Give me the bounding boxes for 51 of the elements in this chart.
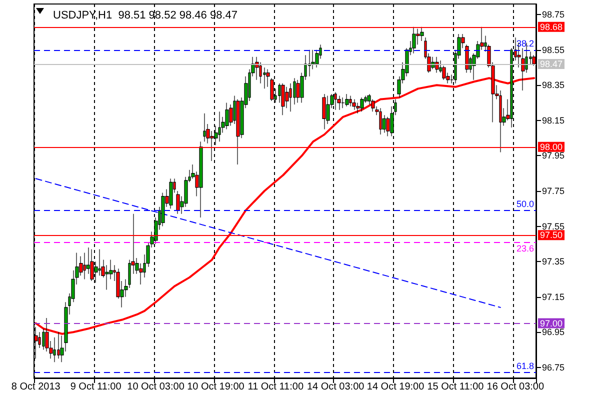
candlestick: [352, 98, 356, 110]
candlestick: [308, 50, 311, 77]
ref-line-label: 98.47: [540, 58, 563, 69]
ref-line-label: 97.50: [540, 230, 563, 240]
x-tick-label: 8 Oct 2013: [11, 382, 61, 392]
x-tick-label: 9 Oct 11:00: [70, 382, 122, 392]
candlestick: [412, 26, 416, 54]
ref-line-label: 98.00: [540, 142, 563, 152]
y-tick-label: 98.75: [542, 10, 565, 20]
annotation: 50.0: [516, 198, 534, 209]
candlestick: [341, 97, 345, 108]
candlestick: [218, 111, 221, 142]
x-tick-label: 10 Oct 19:00: [187, 382, 245, 392]
candlestick: [169, 178, 173, 209]
candlestick: [420, 26, 424, 42]
ref-line-label: 98.68: [540, 22, 563, 32]
candlestick: [281, 83, 285, 116]
candlestick: [266, 68, 270, 88]
x-tick-label: 15 Oct 11:00: [427, 382, 484, 392]
candlestick: [337, 95, 341, 110]
candlestick: [360, 97, 364, 112]
x-tick-label: 14 Oct 03:00: [306, 382, 365, 392]
annotation: 61.8: [516, 361, 534, 372]
x-tick-label: 16 Oct 03:00: [486, 382, 544, 392]
annotation: 38.2: [516, 38, 534, 48]
candlestick: [225, 102, 229, 130]
y-tick-label: 98.15: [542, 115, 565, 126]
ref-line-label: 97.00: [540, 318, 563, 328]
x-tick-label: 14 Oct 19:00: [366, 382, 425, 392]
candlestick: [465, 44, 469, 74]
y-tick-label: 97.75: [542, 186, 565, 196]
candlestick: [199, 141, 203, 218]
x-tick-label: 11 Oct 11:00: [248, 382, 304, 392]
candlestick: [322, 94, 326, 130]
candlestick: [203, 113, 206, 142]
text: USDJPY,H1 98.51 98.52 98.46 98.47: [53, 10, 238, 22]
candlestick: [176, 190, 180, 214]
x-tick-label: 10 Oct 03:00: [127, 382, 185, 392]
y-tick-label: 98.35: [542, 80, 565, 90]
y-tick-label: 97.35: [542, 256, 565, 267]
y-tick-label: 97.95: [542, 150, 565, 161]
y-tick-label: 97.15: [542, 292, 565, 302]
candlestick: [379, 108, 382, 135]
y-tick-label: 96.95: [542, 327, 565, 338]
candlestick: [161, 192, 165, 227]
y-tick-label: 98.55: [542, 44, 565, 55]
candlestick: [345, 94, 349, 107]
y-tick-label: 96.75: [542, 362, 565, 372]
y-tick-label: 97.55: [542, 221, 565, 232]
annotation: 23.6: [516, 244, 534, 254]
candlestick: [349, 95, 352, 107]
